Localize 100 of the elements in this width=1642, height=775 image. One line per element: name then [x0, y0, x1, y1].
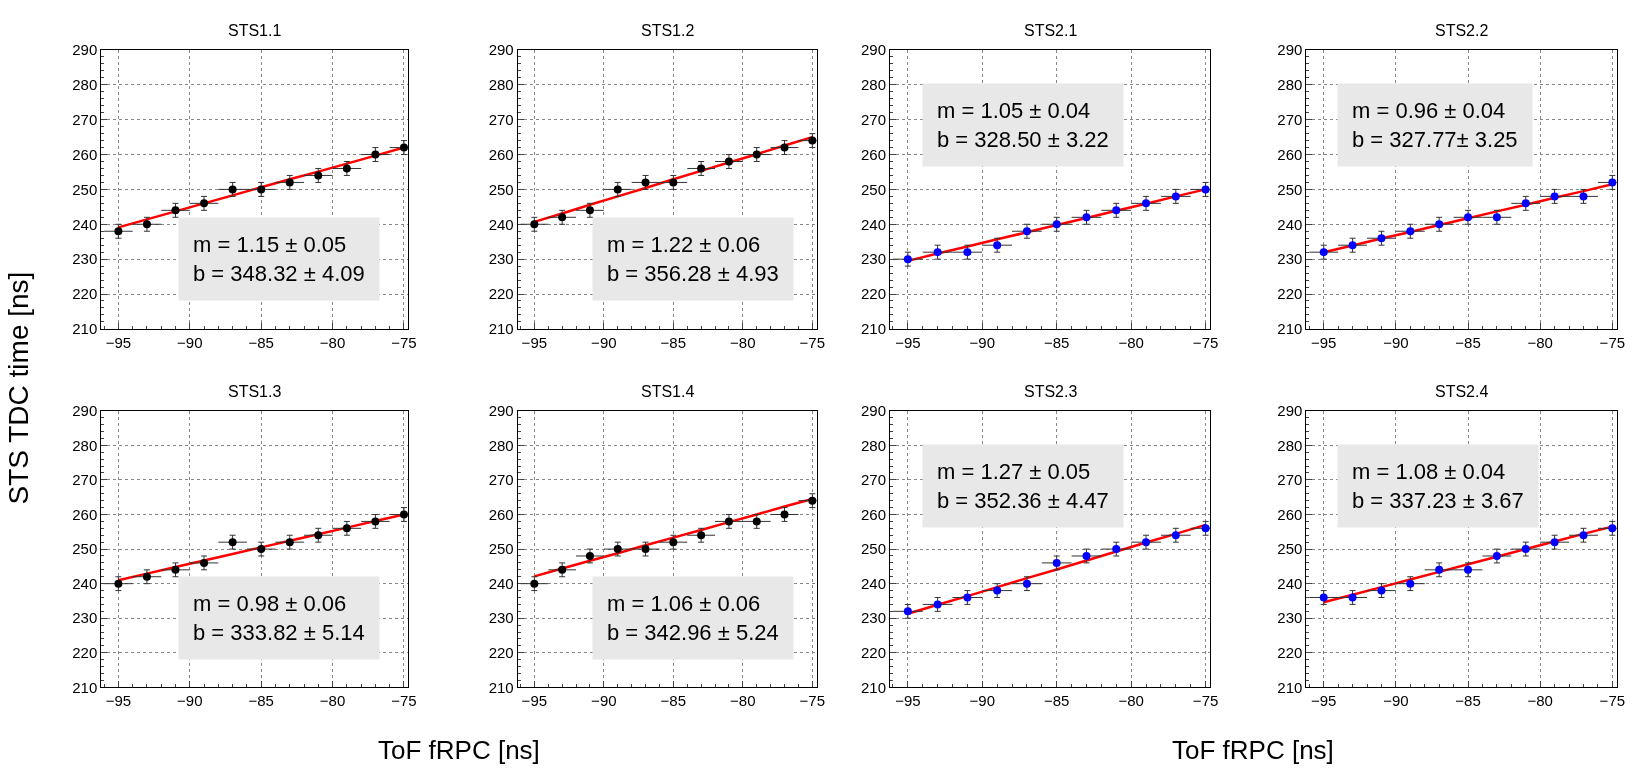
- y-tick-label: 220: [488, 644, 514, 662]
- x-tick-label: −95: [521, 692, 548, 710]
- point: [1022, 579, 1031, 588]
- x-tick-label: −75: [1192, 333, 1219, 351]
- y-tick-label: 260: [488, 145, 514, 163]
- x-tick-label: −80: [730, 692, 756, 710]
- x-tick-label: −75: [1599, 692, 1626, 710]
- point: [1579, 192, 1588, 201]
- y-tick-label: 290: [488, 401, 514, 419]
- annotation: m = 0.98 ± 0.06 b = 333.82 ± 5.14: [193, 591, 365, 645]
- y-tick-label: 280: [72, 76, 98, 94]
- y-tick-label: 250: [488, 540, 514, 558]
- point: [669, 538, 678, 547]
- point: [903, 607, 912, 616]
- x-tick-label: −80: [730, 333, 756, 351]
- chart-title: STS2.4: [1435, 383, 1489, 400]
- point: [200, 558, 209, 567]
- x-tick-label: −95: [895, 692, 921, 710]
- x-tick-label: −80: [1118, 692, 1144, 710]
- annotation: m = 0.96 ± 0.04 b = 327.77± 3.25: [1352, 98, 1518, 152]
- point: [1464, 213, 1473, 222]
- y-tick-label: 210: [1277, 320, 1303, 338]
- y-tick-label: 230: [488, 250, 514, 268]
- annotation: m = 1.05 ± 0.04 b = 328.50 ± 3.22: [937, 98, 1109, 152]
- point: [808, 136, 817, 145]
- x-tick-label: −95: [105, 333, 132, 351]
- point: [585, 551, 594, 560]
- x-tick-label: −90: [1383, 333, 1409, 351]
- x-tick-label: −85: [248, 333, 274, 351]
- y-tick-label: 210: [72, 320, 98, 338]
- point: [1435, 220, 1444, 229]
- point: [1052, 558, 1061, 567]
- point: [257, 545, 266, 554]
- point: [1112, 545, 1121, 554]
- y-tick-label: 270: [72, 110, 98, 128]
- y-tick-label: 260: [1277, 505, 1303, 523]
- chart-title: STS1.3: [228, 383, 282, 400]
- point: [1201, 185, 1210, 194]
- x-tick-label: −80: [319, 333, 346, 351]
- y-tick-label: 250: [488, 180, 514, 198]
- point: [1142, 538, 1151, 547]
- x-tick-label: −95: [1310, 333, 1337, 351]
- y-tick-label: 220: [860, 285, 886, 303]
- point: [558, 565, 567, 574]
- y-tick-label: 270: [1277, 471, 1303, 489]
- y-tick-label: 230: [488, 609, 514, 627]
- point: [1171, 192, 1180, 201]
- y-tick-label: 230: [860, 250, 886, 268]
- y-tick-label: 230: [72, 250, 98, 268]
- y-tick-label: 240: [1277, 574, 1303, 592]
- x-tick-label: −75: [1599, 333, 1626, 351]
- annotation: m = 1.22 ± 0.06 b = 356.28 ± 4.93: [607, 232, 779, 286]
- point: [530, 220, 539, 229]
- point: [171, 565, 180, 574]
- y-tick-label: 280: [860, 436, 886, 454]
- y-tick-label: 240: [488, 574, 514, 592]
- x-tick-label: −80: [1527, 333, 1553, 351]
- x-tick-label: −95: [1310, 692, 1337, 710]
- y-tick-label: 260: [72, 505, 98, 523]
- x-tick-label: −90: [969, 333, 996, 351]
- point: [530, 579, 539, 588]
- y-tick-label: 210: [488, 678, 514, 696]
- x-tick-label: −95: [105, 692, 132, 710]
- y-tick-label: 220: [1277, 644, 1303, 662]
- point: [1348, 241, 1357, 250]
- y-tick-label: 290: [860, 41, 886, 59]
- point: [142, 220, 151, 229]
- point: [993, 241, 1002, 250]
- y-tick-label: 220: [860, 644, 886, 662]
- x-tick-label: −90: [591, 333, 617, 351]
- point: [399, 143, 408, 152]
- y-tick-label: 290: [72, 401, 98, 419]
- x-tick-label: −75: [1192, 692, 1219, 710]
- annotation: m = 1.27 ± 0.05 b = 352.36 ± 4.47: [937, 459, 1109, 513]
- point: [641, 178, 650, 187]
- y-tick-label: 280: [72, 436, 98, 454]
- y-tick-label: 270: [860, 110, 886, 128]
- point: [257, 185, 266, 194]
- y-tick-label: 290: [488, 41, 514, 59]
- y-tick-label: 280: [488, 76, 514, 94]
- point: [1492, 213, 1501, 222]
- y-tick-label: 260: [72, 145, 98, 163]
- point: [1022, 227, 1031, 236]
- chart-title: STS2.1: [1024, 22, 1078, 39]
- x-tick-label: −90: [177, 333, 203, 351]
- point: [1608, 524, 1617, 533]
- y-tick-label: 210: [860, 320, 886, 338]
- x-tick-label: −75: [799, 333, 826, 351]
- point: [342, 524, 351, 533]
- x-tick-label: −90: [1383, 692, 1409, 710]
- x-tick-label: −80: [319, 692, 346, 710]
- point: [1171, 531, 1180, 540]
- y-tick-label: 220: [72, 644, 98, 662]
- x-tick-label: −80: [1527, 692, 1553, 710]
- y-tick-label: 280: [1277, 76, 1303, 94]
- point: [697, 531, 706, 540]
- chart-title: STS1.4: [641, 383, 695, 400]
- y-tick-label: 270: [860, 471, 886, 489]
- y-tick-label: 280: [488, 436, 514, 454]
- y-tick-label: 240: [1277, 215, 1303, 233]
